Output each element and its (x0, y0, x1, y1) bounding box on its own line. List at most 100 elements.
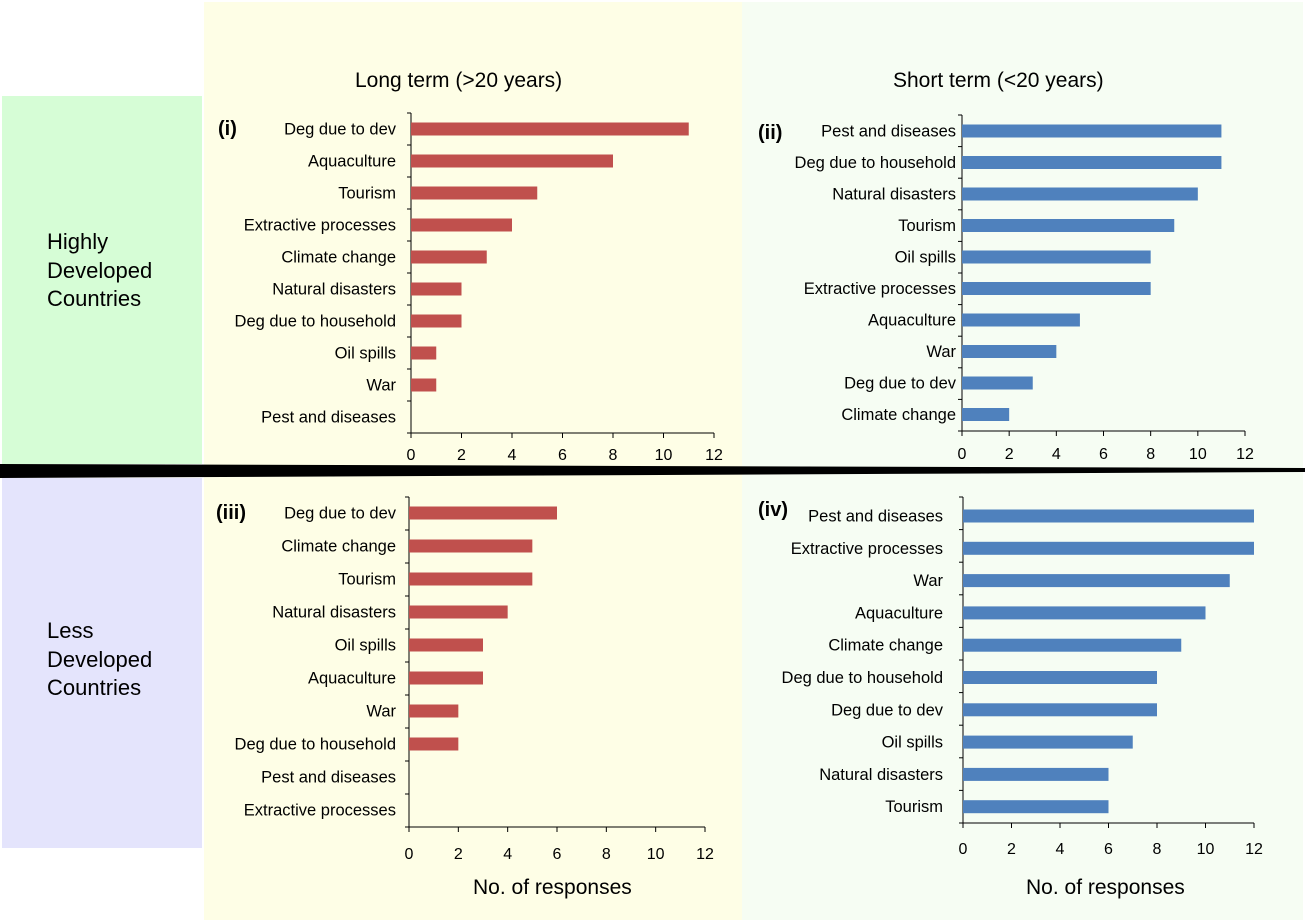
category-label: Tourism (338, 571, 396, 589)
category-label: Pest and diseases (261, 409, 396, 427)
less-developed-background (2, 478, 202, 848)
category-label: War (366, 377, 396, 395)
x-tick-label: 10 (1189, 446, 1207, 463)
bar (962, 282, 1151, 295)
divider-band (0, 464, 1305, 478)
bar (411, 250, 487, 264)
x-tick-label: 12 (696, 846, 714, 863)
x-tick-label: 4 (1056, 841, 1065, 858)
category-label: Climate change (841, 406, 956, 424)
x-tick-label: 12 (705, 447, 723, 464)
category-label: Deg due to dev (284, 505, 397, 523)
category-label: Natural disasters (832, 186, 956, 204)
category-label: War (366, 703, 396, 721)
x-tick-label: 2 (1005, 446, 1014, 463)
x-tick-label: 12 (1245, 841, 1263, 858)
bar (409, 638, 483, 652)
category-label: Tourism (885, 798, 943, 816)
category-label: Aquaculture (308, 670, 396, 688)
chart-panel-iv: 0 2 4 6 8 10 12 Pest and diseases Extractive pro… (758, 496, 1263, 858)
category-label: Oil spills (882, 734, 943, 752)
bar (962, 250, 1151, 264)
x-tick-label: 10 (655, 447, 673, 464)
row-label-line: Less (47, 618, 94, 643)
category-label: Natural disasters (819, 766, 943, 784)
x-tick-label: 12 (1236, 446, 1254, 463)
category-label: Natural disasters (272, 604, 396, 622)
bar (963, 735, 1133, 749)
bar (411, 282, 462, 296)
bar (411, 346, 437, 360)
x-tick-label: 8 (1153, 841, 1162, 858)
bar (411, 186, 538, 200)
bar (409, 737, 459, 751)
row-label-line: Developed (47, 257, 153, 283)
x-tick-label: 6 (1104, 841, 1113, 858)
chart-panel-iii: 0 2 4 6 8 10 12 Deg due to dev Climate change Tou… (216, 496, 714, 863)
bar (409, 539, 533, 553)
highly-developed-background (2, 96, 202, 464)
bar (411, 154, 613, 168)
category-label: Extractive processes (244, 802, 396, 820)
bar (411, 122, 689, 136)
category-label: Oil spills (335, 345, 396, 363)
x-tick-label: 2 (454, 846, 463, 863)
bar (962, 156, 1222, 169)
bar (963, 767, 1109, 781)
category-label: Oil spills (335, 637, 396, 655)
bar (962, 313, 1080, 327)
category-label: Deg due to dev (844, 375, 957, 393)
bar (963, 606, 1206, 620)
x-tick-label: 8 (1146, 446, 1155, 463)
x-tick-label: 6 (1099, 446, 1108, 463)
category-label: Aquaculture (868, 312, 956, 330)
x-tick-label: 10 (1197, 841, 1215, 858)
bar (409, 506, 557, 520)
bar (409, 671, 483, 685)
bar (962, 219, 1175, 232)
bar (409, 605, 508, 619)
x-tick-label: 8 (609, 447, 618, 464)
category-label: Pest and diseases (261, 769, 396, 787)
bar (963, 703, 1157, 717)
column-title-long-term: Long term (>20 years) (355, 69, 563, 92)
x-tick-label: 0 (405, 846, 414, 863)
bar (411, 314, 462, 328)
bar (411, 378, 437, 392)
x-tick-label: 0 (407, 447, 416, 464)
bar (409, 704, 459, 718)
category-label: War (913, 572, 943, 590)
x-tick-label: 0 (958, 446, 967, 463)
category-label: Deg due to household (782, 669, 943, 687)
row-label-line: Highly (47, 229, 109, 254)
category-label: Extractive processes (791, 540, 943, 558)
category-label: War (926, 343, 956, 361)
bar (411, 218, 512, 232)
row-label-less-developed: Less Developed Countries (47, 617, 152, 703)
category-label: Aquaculture (308, 153, 396, 171)
panel-label: (i) (218, 118, 237, 140)
x-tick-label: 6 (553, 846, 562, 863)
x-tick-label: 2 (1007, 841, 1016, 858)
x-tick-label: 0 (959, 841, 968, 858)
row-label-line: Developed (47, 646, 153, 672)
bar (963, 638, 1182, 652)
panel-label: (ii) (758, 122, 782, 144)
x-axis-title-short: No. of responses (1026, 876, 1185, 899)
x-tick-label: 4 (503, 846, 512, 863)
category-label: Deg due to household (235, 313, 396, 331)
category-label: Extractive processes (804, 280, 956, 298)
category-label: Climate change (828, 637, 943, 655)
category-label: Deg due to dev (284, 121, 397, 139)
category-label: Pest and diseases (821, 123, 956, 141)
row-label-line: Countries (47, 675, 142, 700)
category-label: Oil spills (895, 249, 956, 267)
bar (962, 187, 1198, 201)
panel-label: (iii) (216, 502, 246, 524)
category-label: Pest and diseases (808, 508, 943, 526)
category-label: Extractive processes (244, 217, 396, 235)
bar (962, 124, 1222, 138)
category-label: Climate change (281, 538, 396, 556)
chart-panel-ii: 0 2 4 6 8 10 12 Pest and diseases Deg due to hou… (758, 114, 1254, 463)
